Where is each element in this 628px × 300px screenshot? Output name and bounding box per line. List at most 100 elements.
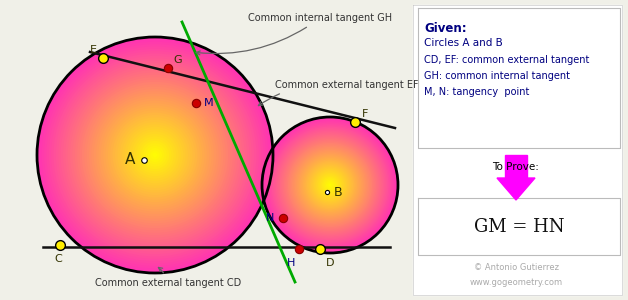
Text: Common external tangent CD: Common external tangent CD	[95, 267, 241, 288]
Circle shape	[268, 122, 392, 248]
Polygon shape	[505, 155, 527, 178]
Circle shape	[139, 139, 171, 172]
Circle shape	[80, 80, 230, 230]
Text: A: A	[125, 152, 135, 167]
Text: H: H	[287, 258, 295, 268]
Circle shape	[110, 110, 200, 200]
Circle shape	[94, 94, 217, 216]
Circle shape	[301, 156, 359, 214]
Circle shape	[279, 135, 381, 235]
Circle shape	[146, 146, 165, 164]
Circle shape	[320, 176, 340, 194]
Circle shape	[65, 65, 245, 245]
Circle shape	[292, 147, 368, 223]
Circle shape	[84, 84, 226, 226]
Circle shape	[127, 127, 183, 183]
Circle shape	[112, 112, 197, 197]
Text: Common internal tangent GH: Common internal tangent GH	[196, 13, 392, 55]
Circle shape	[87, 87, 224, 224]
Circle shape	[58, 58, 252, 252]
Circle shape	[148, 148, 162, 162]
Polygon shape	[418, 198, 620, 255]
Circle shape	[310, 165, 350, 206]
Circle shape	[100, 101, 209, 209]
Circle shape	[296, 151, 364, 219]
Circle shape	[271, 127, 389, 244]
Circle shape	[106, 105, 205, 205]
Text: Common external tangent EF: Common external tangent EF	[258, 80, 419, 106]
Circle shape	[328, 184, 332, 186]
Circle shape	[311, 166, 349, 204]
Circle shape	[295, 150, 365, 220]
Circle shape	[284, 139, 376, 231]
Circle shape	[129, 129, 181, 181]
Circle shape	[278, 133, 382, 237]
Circle shape	[293, 148, 367, 222]
Text: M, N: tangency  point: M, N: tangency point	[424, 87, 529, 97]
Circle shape	[37, 37, 273, 273]
Circle shape	[325, 180, 335, 190]
Circle shape	[51, 51, 259, 259]
Circle shape	[269, 124, 391, 246]
Circle shape	[75, 75, 236, 235]
Circle shape	[119, 120, 190, 190]
Text: Given:: Given:	[424, 22, 467, 35]
Circle shape	[299, 154, 361, 216]
Circle shape	[77, 77, 233, 233]
Text: F: F	[362, 109, 368, 119]
Circle shape	[323, 178, 337, 192]
Circle shape	[326, 181, 334, 189]
Circle shape	[115, 115, 195, 195]
Circle shape	[49, 49, 261, 261]
Circle shape	[262, 117, 398, 253]
Text: © Antonio Gutierrez
www.gogeometry.com: © Antonio Gutierrez www.gogeometry.com	[470, 263, 563, 287]
Text: GM = HN: GM = HN	[474, 218, 564, 236]
Circle shape	[82, 82, 228, 228]
Circle shape	[286, 142, 374, 229]
Circle shape	[312, 167, 348, 203]
Circle shape	[99, 98, 212, 212]
Circle shape	[274, 129, 386, 241]
Circle shape	[124, 124, 186, 186]
Circle shape	[322, 177, 338, 193]
Text: C: C	[54, 254, 62, 264]
Circle shape	[266, 121, 394, 249]
Circle shape	[273, 128, 387, 242]
Circle shape	[46, 46, 264, 264]
Circle shape	[276, 130, 384, 239]
Circle shape	[303, 158, 357, 212]
Circle shape	[283, 137, 377, 232]
Text: GH: common internal tangent: GH: common internal tangent	[424, 71, 570, 81]
Circle shape	[117, 117, 193, 193]
Circle shape	[131, 131, 178, 178]
Circle shape	[285, 140, 375, 230]
Text: M: M	[204, 98, 214, 108]
Circle shape	[308, 163, 352, 207]
Circle shape	[313, 169, 346, 201]
Circle shape	[298, 152, 362, 218]
Circle shape	[108, 108, 202, 202]
Circle shape	[41, 42, 268, 268]
Text: B: B	[333, 185, 342, 199]
Circle shape	[60, 61, 249, 249]
Circle shape	[136, 136, 174, 174]
Circle shape	[290, 144, 371, 226]
Polygon shape	[497, 178, 535, 200]
Circle shape	[44, 44, 266, 266]
Circle shape	[300, 155, 360, 215]
Circle shape	[103, 103, 207, 207]
Circle shape	[265, 120, 395, 250]
Text: E: E	[90, 45, 97, 55]
Text: Circles A and B: Circles A and B	[424, 38, 503, 48]
Circle shape	[122, 122, 188, 188]
Circle shape	[70, 70, 240, 240]
Circle shape	[141, 141, 169, 169]
Circle shape	[96, 96, 214, 214]
Circle shape	[68, 68, 242, 242]
Circle shape	[270, 125, 390, 245]
Circle shape	[277, 132, 383, 238]
Circle shape	[150, 150, 160, 160]
Text: D: D	[326, 258, 334, 268]
Circle shape	[327, 182, 333, 188]
Circle shape	[56, 56, 254, 254]
